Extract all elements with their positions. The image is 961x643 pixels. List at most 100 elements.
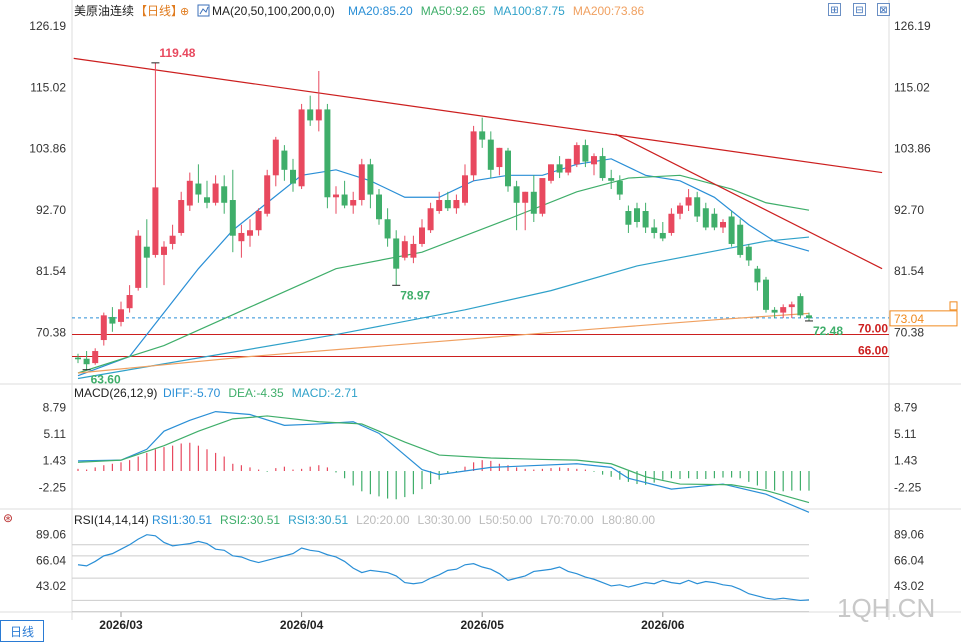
candle-body [470, 131, 477, 176]
ma-line-ma20 [77, 158, 810, 377]
candle-body [264, 175, 271, 214]
candle-body [238, 232, 245, 242]
zoom-in-button[interactable]: ⊞ [828, 3, 841, 16]
price-tick-right: 126.19 [894, 19, 931, 33]
candle-body [487, 139, 494, 170]
legend-value: L50:50.00 [479, 513, 533, 527]
candle-body [178, 200, 185, 233]
candle-body [410, 243, 417, 258]
candle-body [281, 150, 288, 170]
candle-body [401, 241, 408, 258]
legend-value: RSI1:30.51 [152, 513, 212, 527]
candle-body [599, 156, 606, 179]
candle-body [677, 205, 683, 214]
candle-body [771, 309, 778, 313]
ma-line-ma200 [77, 312, 810, 374]
price-tick-left: 103.86 [29, 142, 66, 156]
candle-body [298, 109, 305, 187]
candle-body [453, 200, 460, 209]
rsi-tick-left: 89.06 [36, 528, 66, 542]
candle-body [522, 191, 529, 203]
candle-body [290, 169, 296, 184]
settings-icon[interactable]: ⊕ [180, 6, 189, 18]
legend-value: MA50:92.65 [421, 4, 486, 18]
price-tick-right: 70.38 [894, 325, 924, 339]
candle-body [419, 227, 425, 244]
legend-value: L80:80.00 [602, 513, 656, 527]
x-tick-label: 2026/04 [280, 618, 324, 632]
candle-body [204, 197, 210, 203]
candle-body [462, 175, 468, 203]
candle-body [100, 315, 107, 341]
candle-body [229, 200, 236, 236]
reset-button[interactable]: ⊠ [877, 3, 890, 16]
ma-label: MA(20,50,100,200,0,0) [212, 4, 335, 18]
candle-body [212, 183, 219, 203]
candle-body [720, 221, 726, 228]
candle-body [376, 194, 382, 220]
candle-body [556, 164, 563, 173]
candle-body [780, 307, 787, 313]
x-tick-label: 2026/06 [641, 618, 685, 632]
rsi-tick-left: 43.02 [36, 579, 66, 593]
candle-body [436, 200, 443, 212]
ma-line-ma100 [77, 236, 810, 380]
legend-value: DIFF:-5.70 [163, 386, 221, 400]
candle-body [83, 358, 90, 365]
trend-line [615, 133, 883, 270]
candle-body [161, 246, 167, 255]
candle-body [659, 232, 666, 239]
macd-label: MACD(26,12,9) [74, 386, 157, 400]
candle-body [393, 238, 400, 269]
current-price-label: 73.04 [894, 312, 924, 326]
rsi-label: RSI(14,14,14) [74, 513, 149, 527]
x-tick-label: 2026/05 [461, 618, 505, 632]
rsi-values: RSI1:30.51 RSI2:30.51 RSI3:30.51 L20:20.00 L… [152, 513, 655, 527]
candle-body [135, 235, 142, 288]
annotation-label: 63.60 [91, 373, 121, 387]
candle-body [737, 224, 744, 255]
macd-tick-right: 5.11 [894, 427, 917, 441]
candle-body [341, 194, 348, 206]
candle-body [152, 187, 159, 255]
candle-body [221, 186, 228, 203]
candle-body [247, 230, 253, 236]
macd-tick-left: 8.79 [43, 400, 67, 414]
candle-body [651, 227, 658, 233]
price-tick-right: 81.54 [894, 264, 924, 278]
candle-body [324, 109, 331, 198]
legend-value: MACD:-2.71 [292, 386, 358, 400]
period-tag[interactable]: 【日线】 [135, 4, 183, 18]
candle-body [745, 246, 752, 261]
legend-value: MA20:85.20 [348, 4, 413, 18]
rsi-tick-right: 89.06 [894, 528, 924, 542]
rsi-crosshair-icon[interactable]: ⊛ [3, 511, 13, 525]
macd-tick-right: 1.43 [894, 454, 918, 468]
trend-line [73, 57, 883, 174]
candle-body [642, 211, 649, 228]
period-tab-daily[interactable]: 日线 [0, 620, 44, 642]
candle-body [685, 197, 692, 206]
candle-body [694, 197, 701, 217]
candle-body [75, 357, 81, 360]
candle-body [350, 200, 357, 206]
price-alert-icon [949, 301, 958, 311]
candle-body [272, 139, 279, 176]
candle-body [625, 211, 632, 225]
zoom-out-button[interactable]: ⊟ [853, 3, 866, 16]
macd-diff-line [77, 410, 810, 513]
candle-body [143, 246, 150, 258]
candle-body [788, 304, 795, 308]
candle-body [315, 109, 322, 121]
legend-value: RSI3:30.51 [288, 513, 348, 527]
rsi-tick-right: 66.04 [894, 553, 924, 567]
ma-indicator-icon-line [199, 6, 209, 15]
legend-value: RSI2:30.51 [220, 513, 280, 527]
macd-tick-right: 8.79 [894, 400, 918, 414]
legend-value: MA200:73.86 [573, 4, 645, 18]
candle-body [634, 208, 640, 222]
price-tick-left: 81.54 [36, 264, 66, 278]
macd-dea-line [77, 415, 810, 504]
candle-body [565, 158, 572, 173]
